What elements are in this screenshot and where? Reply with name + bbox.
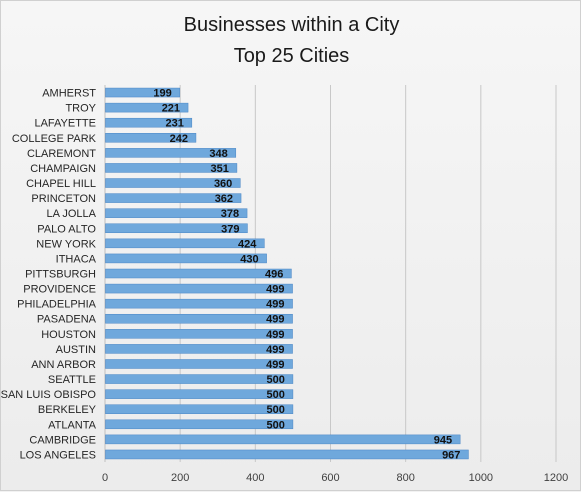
y-tick-label: AMHERST (42, 88, 96, 100)
bar (105, 283, 293, 294)
bar (105, 117, 193, 128)
bar (105, 133, 197, 143)
y-tick-label: PITTSBURGH (25, 269, 96, 281)
bar (105, 268, 292, 279)
y-tick-label: ATLANTA (48, 419, 97, 431)
bar (105, 223, 248, 234)
y-tick-label: CLAREMONT (27, 148, 96, 160)
data-label: 360 (214, 178, 232, 190)
data-label: 199 (153, 88, 171, 100)
chart-title: Businesses within a City (183, 14, 400, 36)
data-label: 221 (162, 103, 180, 115)
y-tick-label: CHAMPAIGN (30, 163, 96, 175)
y-tick-label: HOUSTON (41, 329, 96, 341)
bar (105, 389, 294, 399)
data-label: 499 (266, 359, 284, 371)
data-label: 945 (434, 434, 452, 446)
data-label: 500 (267, 419, 285, 431)
data-label: 379 (221, 223, 239, 235)
y-tick-label: AUSTIN (56, 344, 96, 356)
x-tick-label: 800 (396, 472, 414, 484)
data-label: 348 (209, 148, 227, 160)
x-tick-label: 1000 (469, 472, 493, 484)
y-tick-label: NEW YORK (36, 238, 96, 250)
data-label: 231 (165, 118, 183, 130)
data-label: 242 (170, 133, 188, 145)
y-tick-label: ANN ARBOR (31, 359, 96, 371)
bar (105, 253, 267, 264)
bar (105, 298, 293, 309)
y-tick-label: SAN LUIS OBISPO (1, 389, 96, 401)
data-label: 351 (211, 163, 229, 175)
bar (105, 238, 265, 249)
y-tick-label: COLLEGE PARK (12, 133, 97, 145)
bar (105, 102, 189, 113)
y-tick-label: CAMBRIDGE (29, 434, 96, 446)
data-label: 499 (266, 299, 284, 311)
y-tick-label: PASADENA (37, 314, 97, 326)
y-tick-label: PROVIDENCE (23, 284, 96, 296)
bar (105, 419, 294, 430)
y-tick-label: BERKELEY (38, 404, 97, 416)
y-tick-label: PALO ALTO (37, 223, 96, 235)
bar (105, 193, 242, 203)
data-label: 362 (215, 193, 233, 205)
data-label: 430 (240, 253, 258, 265)
data-label: 499 (266, 284, 284, 296)
x-tick-label: 0 (102, 472, 108, 484)
y-tick-label: LOS ANGELES (20, 449, 96, 461)
data-label: 496 (265, 269, 283, 281)
bar (105, 374, 294, 384)
y-tick-label: PHILADELPHIA (17, 299, 97, 311)
bar (105, 449, 469, 460)
x-tick-label: 200 (171, 472, 189, 484)
chart-subtitle: Top 25 Cities (233, 45, 350, 67)
y-tick-label: TROY (65, 103, 96, 115)
x-tick-label: 1200 (544, 472, 568, 484)
data-label: 499 (266, 329, 284, 341)
data-label: 499 (266, 314, 284, 326)
bar (105, 359, 293, 369)
bar (105, 178, 241, 188)
data-label: 424 (238, 238, 257, 250)
data-label: 499 (266, 344, 284, 356)
data-label: 967 (442, 449, 460, 461)
data-label: 500 (267, 374, 285, 386)
bar (105, 329, 293, 339)
y-tick-label: LA JOLLA (46, 208, 96, 220)
bar (105, 404, 294, 414)
y-tick-label: ITHACA (56, 253, 97, 265)
bar (105, 434, 461, 445)
bar (105, 208, 248, 218)
bar (105, 344, 293, 354)
x-tick-label: 400 (246, 472, 264, 484)
y-tick-label: SEATTLE (48, 374, 96, 386)
bar (105, 313, 293, 324)
bar (105, 87, 181, 98)
y-tick-label: CHAPEL HILL (26, 178, 96, 190)
y-tick-label: LAFAYETTE (34, 118, 96, 130)
bar (105, 163, 238, 173)
data-label: 500 (267, 389, 285, 401)
y-tick-label: PRINCETON (31, 193, 96, 205)
bar (105, 148, 237, 158)
data-label: 378 (221, 208, 239, 220)
data-label: 500 (267, 404, 285, 416)
x-tick-label: 600 (321, 472, 339, 484)
